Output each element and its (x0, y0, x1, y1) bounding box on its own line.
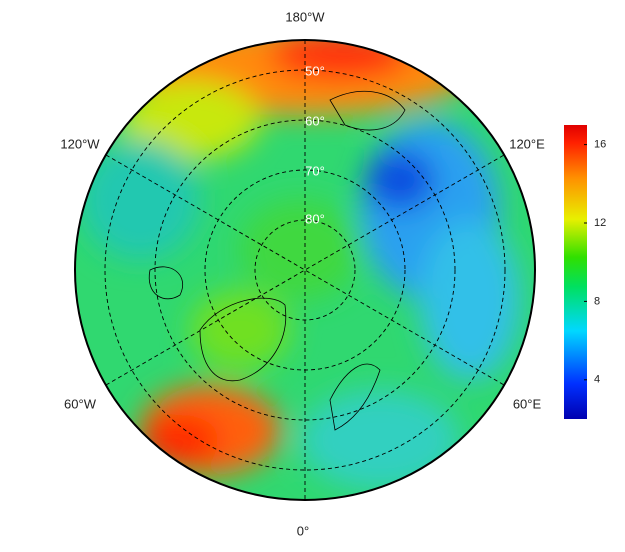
meridian-label: 0° (297, 523, 309, 538)
parallel-label: 60° (305, 113, 325, 128)
colorbar-tick-label: 8 (594, 295, 600, 307)
colorbar-tick-label: 12 (594, 217, 606, 229)
meridian-label: 60°W (64, 396, 97, 411)
meridian-label: 120°W (60, 136, 100, 151)
meridian-label: 60°E (513, 396, 542, 411)
coastlines (148, 90, 406, 431)
graticule (104, 40, 506, 500)
parallel-label: 80° (305, 211, 325, 226)
colorbar-tick-label: 4 (594, 374, 600, 386)
colorbar (564, 125, 587, 419)
colorbar-tick-label: 16 (594, 139, 606, 151)
colorbar-ticks: 4 8 12 16 (584, 139, 606, 386)
meridian-label: 180°W (285, 9, 325, 24)
meridian-label: 120°E (509, 136, 545, 151)
parallel-label: 50° (305, 63, 325, 78)
map-boundary (74, 39, 536, 501)
parallel-label: 70° (305, 163, 325, 178)
